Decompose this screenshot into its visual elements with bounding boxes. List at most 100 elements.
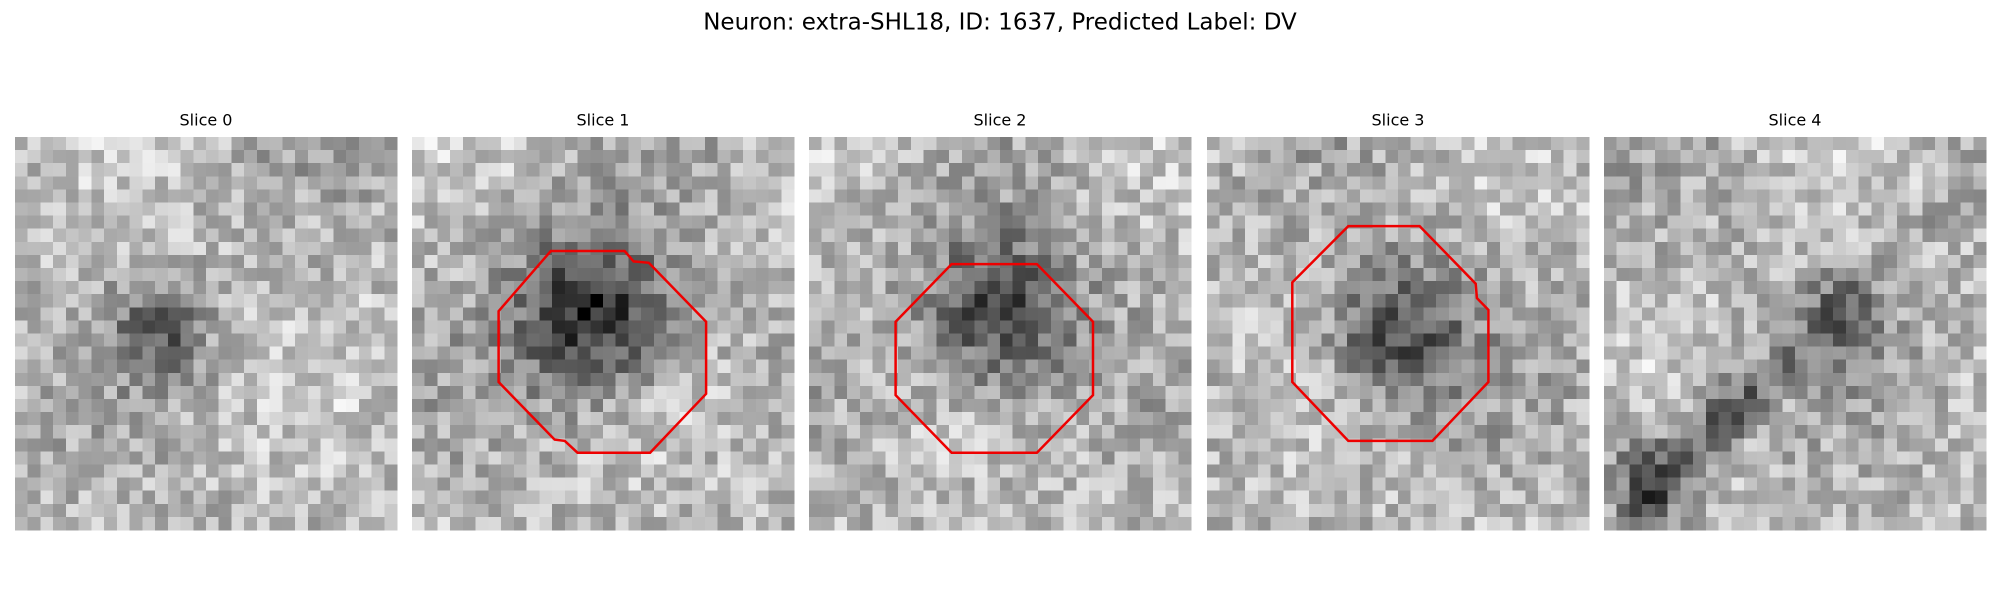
pixel	[1693, 399, 1707, 413]
pixel	[1410, 346, 1425, 361]
pixel	[936, 425, 950, 439]
pixel	[142, 137, 156, 151]
pixel	[1474, 163, 1488, 177]
pixel	[526, 372, 540, 387]
pixel	[1165, 516, 1179, 531]
pixel	[974, 241, 988, 256]
pixel	[412, 333, 426, 348]
pixel	[872, 241, 886, 256]
pixel	[717, 176, 731, 190]
pixel	[384, 490, 398, 505]
pixel	[1563, 333, 1577, 348]
pixel	[987, 268, 1001, 282]
pixel	[910, 189, 925, 204]
pixel	[180, 176, 194, 190]
pixel	[129, 176, 143, 190]
pixel	[1499, 477, 1514, 492]
pixel	[244, 372, 258, 387]
pixel	[193, 320, 207, 335]
pixel	[244, 503, 258, 518]
pixel	[1935, 294, 1949, 308]
pixel	[755, 346, 770, 361]
pixel	[1550, 163, 1565, 177]
pixel	[412, 320, 426, 335]
pixel	[1012, 176, 1027, 190]
pixel	[116, 490, 131, 505]
pixel	[1270, 503, 1284, 518]
pixel	[1922, 202, 1936, 217]
pixel	[269, 372, 283, 387]
pixel	[1114, 163, 1128, 177]
pixel	[641, 399, 655, 413]
pixel	[961, 425, 976, 439]
pixel	[40, 176, 54, 190]
pixel	[1101, 451, 1116, 466]
pixel	[590, 372, 604, 387]
pixel	[1909, 268, 1923, 282]
pixel	[1705, 254, 1720, 269]
pixel	[1063, 503, 1077, 518]
pixel	[603, 137, 617, 151]
pixel	[53, 268, 67, 282]
pixel	[923, 268, 937, 282]
pixel	[1219, 176, 1234, 190]
pixel	[872, 215, 886, 230]
pixel	[256, 241, 271, 256]
pixel	[1372, 333, 1386, 348]
pixel	[1436, 333, 1450, 348]
pixel	[1705, 150, 1720, 164]
pixel	[295, 268, 309, 282]
pixel	[1385, 150, 1399, 164]
pixel	[743, 163, 757, 177]
pixel	[475, 425, 489, 439]
pixel	[116, 320, 131, 335]
pixel	[218, 294, 233, 308]
pixel	[346, 320, 360, 335]
pixel	[1076, 241, 1090, 256]
pixel	[1833, 281, 1847, 295]
pixel	[809, 320, 823, 335]
pixel	[1283, 359, 1297, 374]
pixel	[1063, 215, 1077, 230]
pixel	[885, 477, 899, 492]
pixel	[1744, 189, 1758, 204]
pixel	[1538, 372, 1552, 387]
pixel	[142, 464, 156, 479]
pixel	[1705, 372, 1720, 387]
pixel	[1795, 372, 1809, 387]
pixel	[1525, 215, 1539, 230]
pixel	[218, 359, 233, 374]
pixel	[1833, 399, 1847, 413]
pixel	[1973, 372, 1987, 387]
pixel	[526, 215, 540, 230]
pixel	[1334, 281, 1348, 295]
pixel	[692, 451, 706, 466]
pixel	[628, 359, 642, 374]
pixel	[1909, 137, 1923, 151]
pixel	[384, 503, 398, 518]
pixel	[577, 503, 591, 518]
pixel	[834, 150, 848, 164]
pixel	[450, 268, 464, 282]
pixel	[1127, 281, 1141, 295]
pixel	[590, 320, 604, 335]
pixel	[1436, 451, 1450, 466]
pixel	[282, 189, 296, 204]
pixel	[679, 333, 693, 348]
pixel	[1667, 281, 1681, 295]
pixel	[1063, 333, 1077, 348]
pixel	[231, 477, 245, 492]
pixel	[1604, 333, 1618, 348]
pixel	[269, 503, 283, 518]
pixel	[412, 385, 426, 400]
pixel	[1718, 372, 1732, 387]
pixel	[462, 399, 477, 413]
pixel	[1858, 503, 1872, 518]
pixel	[641, 150, 655, 164]
pixel	[1680, 281, 1694, 295]
pixel	[1050, 399, 1065, 413]
pixel	[1359, 503, 1374, 518]
pixel	[1604, 425, 1618, 439]
pixel	[231, 438, 245, 452]
pixel	[15, 333, 29, 348]
